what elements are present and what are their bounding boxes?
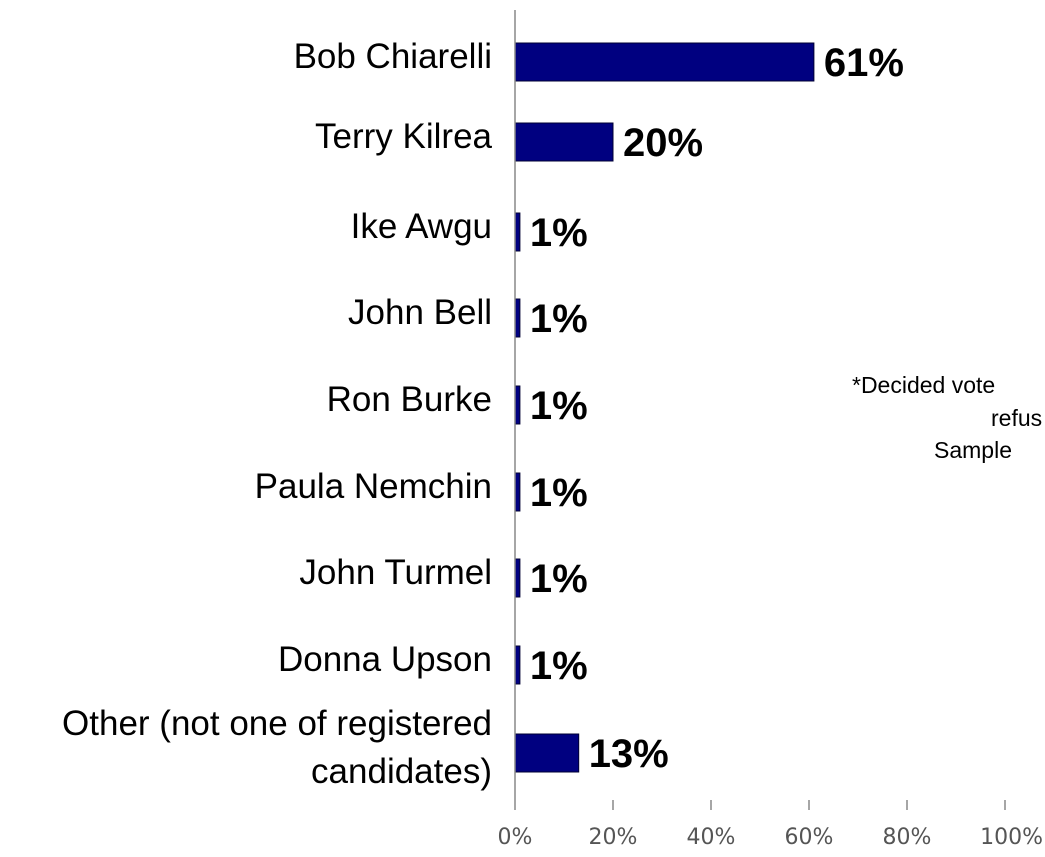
value-label: 1% (530, 557, 588, 601)
value-label: 20% (623, 121, 703, 165)
x-axis-ticks: 0% 20% 40% 60% 80% 100% (498, 800, 1043, 850)
x-tick-label: 20% (589, 825, 638, 850)
value-label: 1% (530, 297, 588, 341)
x-tick-label: 0% (498, 825, 533, 850)
category-label: Bob Chiarelli (294, 37, 492, 76)
value-label: 1% (530, 211, 588, 255)
value-label: 1% (530, 384, 588, 428)
category-label: Ike Awgu (351, 207, 492, 246)
category-label: candidates) (311, 752, 492, 791)
category-label: Other (not one of registered (62, 704, 492, 743)
x-tick-label: 60% (785, 825, 834, 850)
value-label: 1% (530, 644, 588, 688)
value-label: 1% (530, 471, 588, 515)
x-tick-label: 80% (883, 825, 932, 850)
footnote-line: refus (991, 405, 1042, 431)
footnote-line: Sample (934, 437, 1012, 463)
footnote-line: *Decided vote (852, 372, 995, 398)
category-label: John Turmel (299, 553, 492, 592)
x-tick-label: 100% (980, 825, 1043, 850)
category-label: Terry Kilrea (315, 117, 493, 156)
footnote: *Decided vote refus Sample (852, 372, 1042, 463)
category-label: John Bell (348, 293, 492, 332)
bar (514, 122, 614, 162)
category-label: Donna Upson (278, 640, 492, 679)
category-label: Paula Nemchin (255, 467, 492, 506)
category-labels: Bob Chiarelli Terry Kilrea Ike Awgu John Be… (62, 37, 493, 791)
value-label: 61% (824, 41, 904, 85)
bar (514, 42, 815, 82)
x-tick-label: 40% (687, 825, 736, 850)
category-label: Ron Burke (327, 380, 492, 419)
bar (514, 733, 580, 773)
value-label: 13% (589, 732, 669, 776)
value-labels: 61%20%1%1%1%1%1%1%13% (530, 41, 904, 776)
